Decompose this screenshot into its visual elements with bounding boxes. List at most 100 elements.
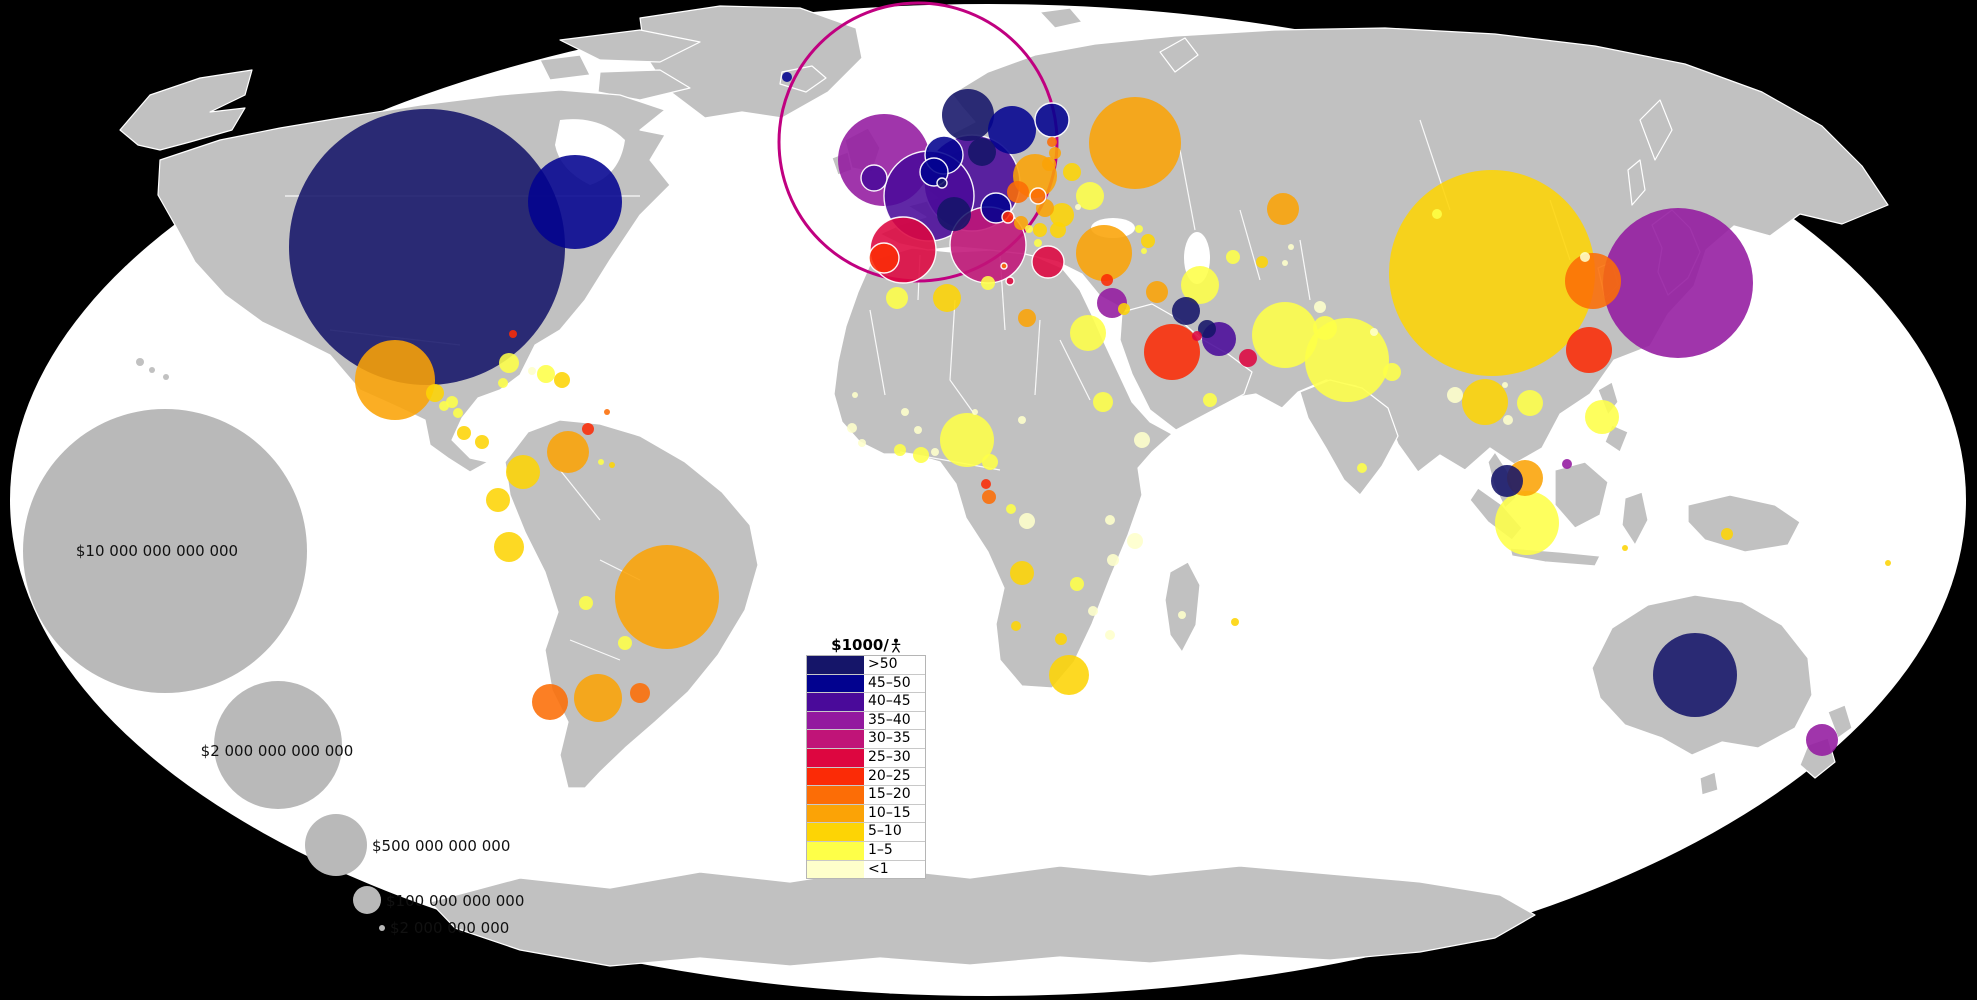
size-legend-label: $10 000 000 000 000 [76, 542, 238, 560]
bubble-iraq [1181, 266, 1219, 304]
bubble-east-timor [1622, 545, 1628, 551]
bubble-tajikistan [1282, 260, 1288, 266]
size-legend-label: $2 000 000 000 000 [201, 742, 354, 760]
legend-swatch [807, 730, 864, 748]
bubble-mongolia [1432, 209, 1442, 219]
land-kamchatka [1639, 99, 1673, 161]
bubble-colombia [506, 455, 540, 489]
bubble-estonia [1047, 137, 1057, 147]
size-legend-circle [353, 886, 381, 914]
size-legend-circle [379, 925, 385, 931]
land-madagascar [1164, 561, 1201, 653]
bubble-czech-republic [1007, 181, 1029, 203]
bubble-luxembourg [936, 177, 948, 189]
bubble-belarus [1063, 163, 1081, 181]
size-legend-circle [214, 681, 342, 809]
bubble-laos [1502, 382, 1508, 388]
legend-title-text: $1000/ [831, 636, 889, 654]
bubble-kyrgyzstan [1288, 244, 1294, 250]
bubble-nicaragua [453, 408, 463, 418]
size-legend-label: $2 000 000 000 [390, 919, 509, 937]
bubble-taiwan [1566, 327, 1612, 373]
land-hawaii [136, 358, 144, 366]
bubble-zambia [1070, 577, 1084, 591]
bubble-burkina-faso [914, 426, 922, 434]
bubble-albania [1034, 239, 1042, 247]
land-borneo [1554, 461, 1609, 529]
bubble-bulgaria [1050, 222, 1066, 238]
bubble-ethiopia [1134, 432, 1150, 448]
bubble-barbados [604, 409, 610, 415]
bubble-ivory-coast [894, 444, 906, 456]
bubble-syria [1146, 281, 1168, 303]
bubble-yemen [1203, 393, 1217, 407]
bubble-chad [1018, 416, 1026, 424]
legend-row: 25–30 [807, 748, 925, 768]
legend-band-label: 45–50 [868, 674, 911, 691]
bubble-mauritania [852, 392, 858, 398]
legend-row: 35–40 [807, 711, 925, 731]
bubble-croatia [1014, 216, 1028, 230]
bubble-gabon [982, 490, 996, 504]
land-new-guinea [1687, 494, 1801, 553]
bubble-cyprus [1005, 276, 1015, 286]
bubble-chile [532, 684, 568, 720]
bubble-uzbekistan [1226, 250, 1240, 264]
bubble-portugal [868, 242, 900, 274]
bubble-guinea [858, 439, 866, 447]
bubble-congo [1006, 504, 1016, 514]
bubble-algeria [933, 284, 961, 312]
land-tasmania [1699, 771, 1719, 796]
bubble-puerto-rico [554, 372, 570, 388]
bubble-mozambique [1105, 630, 1115, 640]
legend-row: 40–45 [807, 693, 925, 712]
legend-swatch [807, 674, 864, 693]
bubble-jamaica [498, 378, 508, 388]
bubble-new-zealand [1806, 724, 1838, 756]
land-hawaii [149, 367, 155, 373]
bubble-namibia [1011, 621, 1021, 631]
bubble-kazakhstan [1267, 193, 1299, 225]
land-arctic-islands [539, 54, 591, 81]
bubble-bolivia [579, 596, 593, 610]
land-sakhalin [1627, 159, 1646, 206]
legend-row: 1–5 [807, 841, 925, 861]
bubble-norway [942, 89, 994, 141]
legend-row: 20–25 [807, 767, 925, 787]
legend-swatch [807, 748, 864, 767]
bubble-ukraine [1076, 182, 1104, 210]
bubble-slovenia [1001, 210, 1015, 224]
bubble-paraguay [618, 636, 632, 650]
bubble-sudan [1093, 392, 1113, 412]
bubble-malta [1000, 262, 1008, 270]
bubble-azerbaijan [1141, 234, 1155, 248]
bubble-switzerland [937, 197, 971, 231]
bubble-moldova [1075, 204, 1081, 210]
bubble-benin [931, 448, 939, 456]
bubble-iran [1252, 302, 1318, 368]
legend-row: 5–10 [807, 823, 925, 842]
legend-swatch [807, 711, 864, 730]
bubble-georgia [1135, 225, 1143, 233]
bubble-sweden [988, 106, 1036, 154]
bubble-niger [972, 409, 978, 415]
color-legend-table: >50 45–50 40–45 35–40 30–35 25–30 20–25 15–20 10… [806, 655, 926, 880]
bubble-thailand [1462, 379, 1508, 425]
bubble-papua-new-guinea [1721, 528, 1733, 540]
size-legend-label: $500 000 000 000 [372, 837, 510, 855]
bubble-bangladesh [1383, 363, 1401, 381]
bubble-finland [1034, 102, 1070, 138]
bubble-guatemala [426, 384, 444, 402]
bubble-brunei [1562, 459, 1572, 469]
land-hawaii [163, 374, 169, 380]
bubble-singapore [1491, 465, 1523, 497]
bubble-venezuela [547, 431, 589, 473]
bubble-haiti [528, 367, 536, 375]
person-icon [891, 638, 901, 653]
bubble-suriname [609, 462, 615, 468]
bubble-equatorial-guinea [981, 479, 991, 489]
bubble-ecuador [486, 488, 510, 512]
bubble-dominican-republic [537, 365, 555, 383]
legend-row: 15–20 [807, 786, 925, 805]
bubble-trinidad-and-tobago [582, 423, 594, 435]
